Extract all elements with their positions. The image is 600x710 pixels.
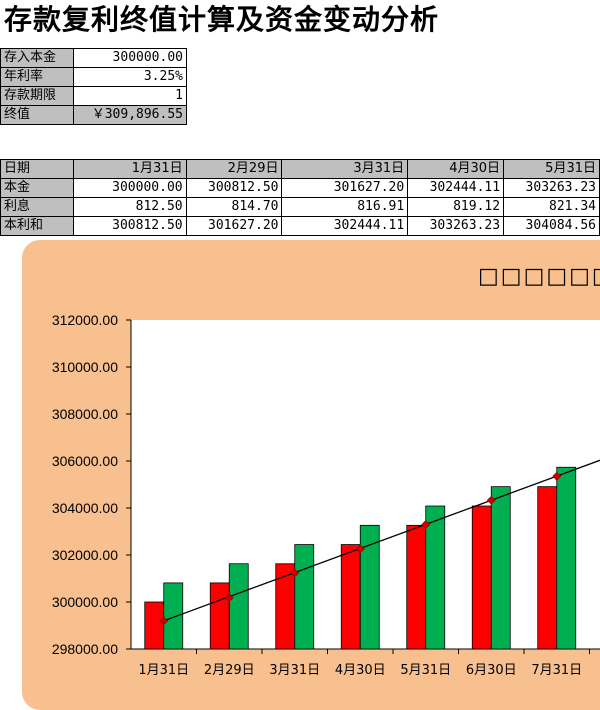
header-col: 4月30日 [407, 159, 505, 179]
trend-marker[interactable] [552, 471, 562, 481]
x-axis: 1月31日2月29日3月31日4月30日5月31日6月30日7月31日8 [131, 648, 600, 678]
row-label: 本利和 [0, 216, 74, 236]
chart-title: □□□□□□□□ [478, 264, 600, 289]
cell-principal[interactable]: 300000.00 [73, 48, 187, 68]
table-cell[interactable]: 300812.50 [72, 216, 187, 236]
trend-marker[interactable] [421, 520, 431, 529]
table-cell[interactable]: 302444.11 [407, 178, 505, 198]
input-row-final: 终值 ￥309,896.55 [0, 105, 187, 125]
y-tick-label: 306000.00 [52, 453, 118, 469]
trend-marker[interactable] [290, 568, 300, 578]
input-row-principal: 存入本金 300000.00 [0, 48, 187, 68]
input-row-term: 存款期限 1 [0, 86, 187, 106]
cell-term[interactable]: 1 [73, 86, 187, 106]
table-cell[interactable]: 304084.56 [503, 216, 600, 236]
header-col: 2月29日 [185, 159, 283, 179]
label-final: 终值 [0, 105, 74, 125]
y-tick-label: 312000.00 [52, 312, 118, 328]
table-cell[interactable]: 302444.11 [281, 216, 409, 236]
table-cell[interactable]: 300000.00 [72, 178, 187, 198]
trend-line-path [163, 459, 600, 622]
x-tick-label: 3月31日 [269, 663, 320, 678]
table-cell[interactable]: 819.12 [407, 197, 505, 217]
row-label: 本金 [0, 178, 74, 198]
schedule-row-principal: 本金 300000.00 300812.50 301627.20 302444.… [0, 178, 600, 198]
header-col: 5月31日 [503, 159, 600, 179]
schedule-row-interest: 利息 812.50 814.70 816.91 819.12 821.34 [0, 197, 600, 217]
trend-marker[interactable] [486, 495, 496, 505]
y-axis: 312000.00 310000.00 308000.00 306000.00 3040… [52, 312, 132, 657]
x-tick-label: 5月31日 [400, 663, 451, 678]
bar-total[interactable] [294, 544, 315, 650]
x-tick-label: 1月31日 [138, 663, 189, 678]
trend-marker[interactable] [224, 593, 234, 603]
y-tick-label: 302000.00 [52, 547, 118, 563]
table-cell[interactable]: 812.50 [72, 197, 187, 217]
input-table: 存入本金 300000.00 年利率 3.25% 存款期限 1 终值 ￥309,… [0, 48, 187, 125]
y-tick-label: 300000.00 [52, 594, 118, 610]
bar-total[interactable] [359, 524, 380, 650]
x-tick-label: 2月29日 [204, 663, 255, 678]
cell-final[interactable]: ￥309,896.55 [73, 105, 187, 125]
bar-principal[interactable] [340, 544, 361, 650]
bar-total[interactable] [490, 486, 511, 650]
table-cell[interactable]: 300812.50 [185, 178, 283, 198]
bar-total[interactable] [556, 466, 577, 650]
trend-line [159, 459, 600, 626]
table-cell[interactable]: 821.34 [503, 197, 600, 217]
row-label: 利息 [0, 197, 74, 217]
x-tick-label: 7月31日 [531, 663, 582, 678]
bar-principal[interactable] [209, 582, 230, 650]
table-cell[interactable]: 303263.23 [407, 216, 505, 236]
x-tick-label: 6月30日 [466, 663, 517, 678]
schedule-table: 日期 1月31日 2月29日 3月31日 4月30日 5月31日 本金 3000… [0, 159, 600, 236]
x-tick-label: 4月30日 [335, 663, 386, 678]
bar-principal[interactable] [144, 601, 165, 650]
y-tick-label: 298000.00 [52, 641, 118, 657]
page-title: 存款复利终值计算及资金变动分析 [4, 3, 440, 36]
schedule-row-total: 本利和 300812.50 301627.20 302444.11 303263… [0, 216, 600, 236]
bar-total[interactable] [163, 582, 184, 650]
y-tick-label: 308000.00 [52, 406, 118, 422]
y-tick-label: 304000.00 [52, 500, 118, 516]
y-tick-label: 310000.00 [52, 359, 118, 375]
table-cell[interactable]: 303263.23 [503, 178, 600, 198]
bars [144, 466, 577, 650]
table-cell[interactable]: 816.91 [281, 197, 409, 217]
table-cell[interactable]: 301627.20 [185, 216, 283, 236]
bar-principal[interactable] [471, 505, 492, 650]
bar-principal[interactable] [406, 524, 427, 650]
trend-marker[interactable] [159, 616, 169, 626]
trend-marker[interactable] [355, 544, 365, 554]
bar-total[interactable] [228, 563, 249, 650]
bar-principal[interactable] [537, 486, 558, 650]
header-date: 日期 [0, 159, 74, 179]
header-col: 3月31日 [281, 159, 409, 179]
schedule-header-row: 日期 1月31日 2月29日 3月31日 4月30日 5月31日 [0, 159, 600, 179]
bar-total[interactable] [425, 505, 446, 650]
